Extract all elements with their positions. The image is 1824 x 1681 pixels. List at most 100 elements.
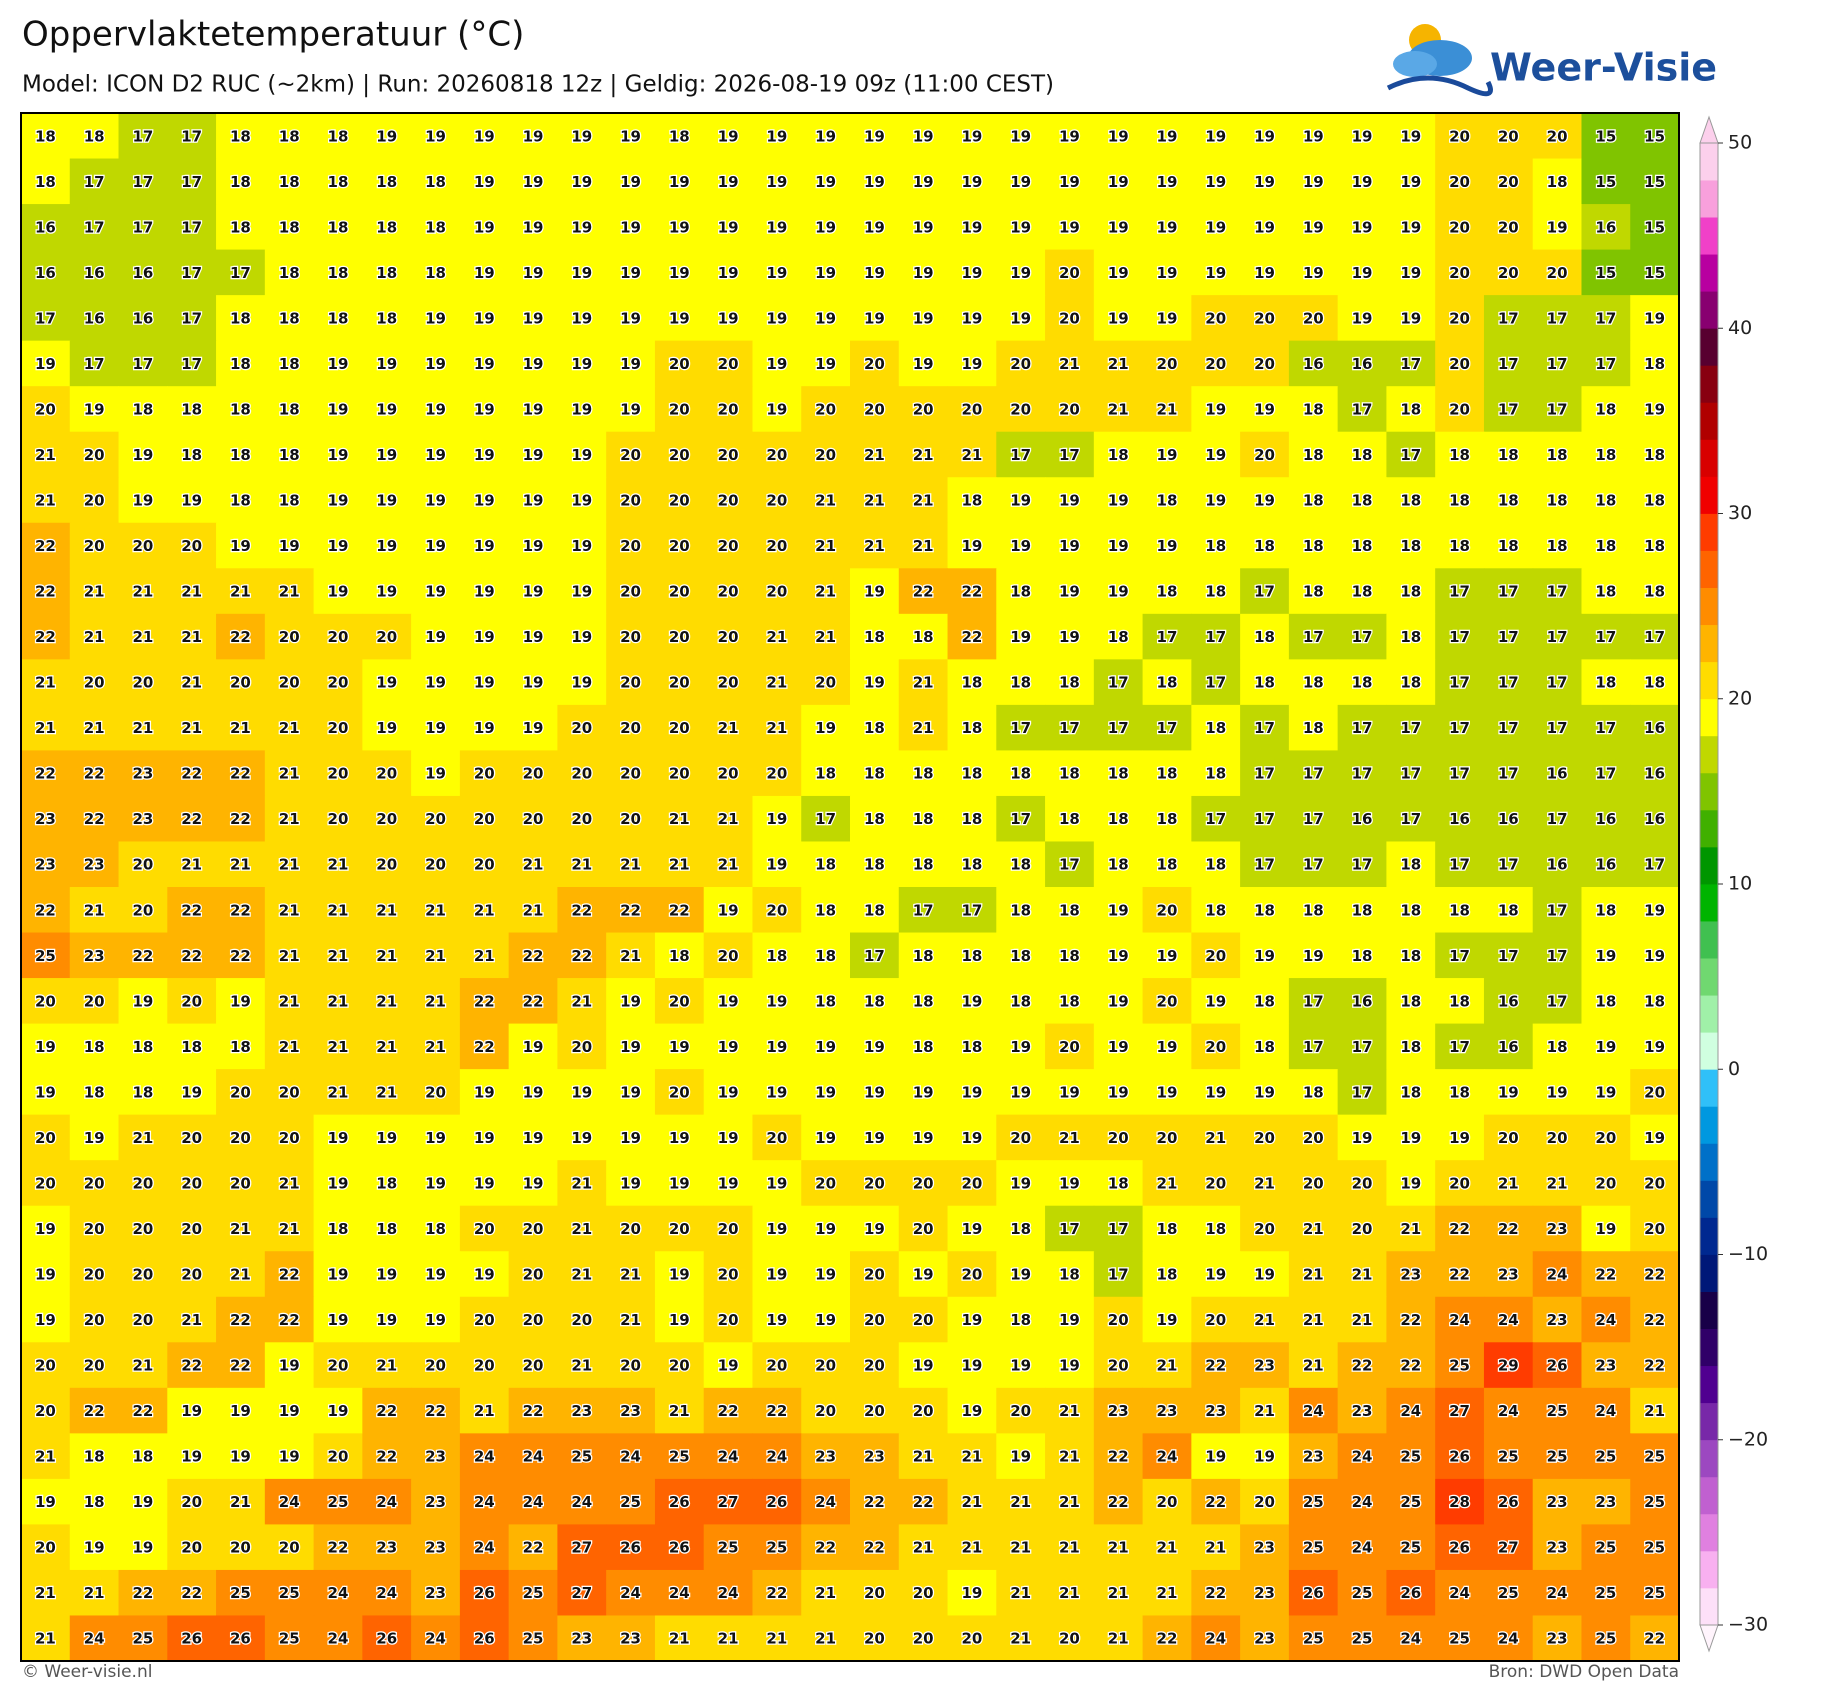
- temperature-cell: [21, 1114, 71, 1161]
- temperature-label: 22: [230, 947, 251, 965]
- temperature-label: 19: [718, 264, 739, 282]
- temperature-label: 22: [474, 992, 495, 1010]
- temperature-cell: [996, 659, 1046, 706]
- temperature-label: 18: [1352, 537, 1373, 555]
- temperature-cell: [1630, 1569, 1680, 1616]
- temperature-label: 24: [1547, 1584, 1568, 1602]
- temperature-cell: [167, 978, 217, 1025]
- temperature-label: 18: [1059, 765, 1080, 783]
- temperature-cell: [947, 340, 997, 387]
- temperature-cell: [69, 249, 120, 296]
- temperature-cell: [264, 704, 315, 751]
- temperature-cell: [118, 887, 168, 934]
- temperature-cell: [508, 932, 558, 979]
- temperature-label: 18: [84, 1493, 105, 1511]
- temperature-label: 19: [1352, 1129, 1373, 1147]
- temperature-label: 19: [718, 992, 739, 1010]
- temperature-label: 19: [1010, 537, 1031, 555]
- temperature-cell: [167, 659, 217, 706]
- temperature-label: 21: [815, 628, 836, 646]
- temperature-cell: [1191, 1569, 1241, 1616]
- temperature-label: 20: [1108, 1129, 1129, 1147]
- temperature-cell: [850, 1069, 900, 1116]
- temperature-label: 19: [864, 264, 885, 282]
- temperature-cell: [752, 613, 802, 660]
- temperature-cell: [167, 1478, 217, 1525]
- temperature-label: 19: [376, 446, 397, 464]
- colorbar-tick-label: 0: [1728, 1058, 1740, 1080]
- temperature-cell: [996, 477, 1046, 524]
- temperature-cell: [1093, 522, 1144, 569]
- temperature-cell: [1045, 750, 1095, 797]
- temperature-cell: [362, 158, 412, 205]
- temperature-cell: [411, 1069, 461, 1116]
- temperature-label: 20: [376, 765, 397, 783]
- temperature-cell: [508, 1205, 558, 1252]
- temperature-label: 19: [132, 446, 153, 464]
- temperature-label: 26: [1449, 1448, 1470, 1466]
- temperature-cell: [557, 295, 607, 342]
- temperature-label: 20: [669, 492, 690, 510]
- temperature-cell: [801, 113, 851, 160]
- temperature-cell: [167, 1205, 217, 1252]
- temperature-cell: [167, 1114, 217, 1161]
- temperature-cell: [313, 249, 363, 296]
- temperature-label: 21: [132, 719, 153, 737]
- temperature-cell: [459, 1433, 510, 1480]
- temperature-cell: [1337, 1569, 1387, 1616]
- temperature-cell: [1045, 932, 1095, 979]
- temperature-cell: [1337, 386, 1387, 433]
- temperature-label: 17: [1595, 309, 1616, 327]
- temperature-label: 20: [474, 1311, 495, 1329]
- temperature-cell: [1532, 704, 1582, 751]
- temperature-cell: [508, 613, 558, 660]
- temperature-label: 25: [571, 1448, 592, 1466]
- temperature-label: 19: [1010, 264, 1031, 282]
- temperature-cell: [1532, 568, 1582, 615]
- temperature-cell: [1093, 659, 1144, 706]
- temperature-cell: [947, 1160, 997, 1207]
- temperature-label: 20: [718, 628, 739, 646]
- temperature-cell: [1191, 340, 1241, 387]
- temperature-label: 25: [1547, 1402, 1568, 1420]
- temperature-label: 18: [961, 856, 982, 874]
- temperature-label: 22: [181, 901, 202, 919]
- temperature-label: 22: [1449, 1220, 1470, 1238]
- temperature-cell: [264, 750, 315, 797]
- temperature-cell: [996, 1569, 1046, 1616]
- temperature-cell: [1532, 932, 1582, 979]
- temperature-cell: [362, 1524, 412, 1571]
- temperature-label: 19: [1010, 628, 1031, 646]
- temperature-cell: [118, 932, 168, 979]
- temperature-label: 17: [1547, 810, 1568, 828]
- temperature-cell: [1142, 1342, 1192, 1389]
- temperature-cell: [850, 795, 900, 842]
- temperature-cell: [1630, 659, 1680, 706]
- temperature-cell: [411, 386, 461, 433]
- colorbar-tick-label: 30: [1728, 502, 1752, 524]
- temperature-label: 20: [425, 856, 446, 874]
- colorbar-band: [1700, 1513, 1718, 1552]
- temperature-label: 19: [815, 218, 836, 236]
- temperature-cell: [1532, 1251, 1582, 1298]
- temperature-label: 22: [571, 901, 592, 919]
- temperature-cell: [118, 1251, 168, 1298]
- temperature-label: 19: [620, 173, 641, 191]
- temperature-label: 19: [1595, 1083, 1616, 1101]
- temperature-label: 24: [1352, 1539, 1373, 1557]
- temperature-label: 20: [718, 400, 739, 418]
- temperature-cell: [557, 795, 607, 842]
- temperature-label: 20: [1449, 218, 1470, 236]
- temperature-label: 23: [1205, 1402, 1226, 1420]
- temperature-cell: [459, 795, 510, 842]
- temperature-cell: [1581, 1296, 1631, 1343]
- temperature-cell: [411, 295, 461, 342]
- temperature-label: 27: [1449, 1402, 1470, 1420]
- temperature-cell: [313, 1069, 363, 1116]
- temperature-cell: [167, 113, 217, 160]
- temperature-cell: [947, 1342, 997, 1389]
- temperature-cell: [996, 1615, 1046, 1662]
- temperature-label: 19: [961, 218, 982, 236]
- temperature-label: 20: [1303, 309, 1324, 327]
- temperature-cell: [1337, 295, 1387, 342]
